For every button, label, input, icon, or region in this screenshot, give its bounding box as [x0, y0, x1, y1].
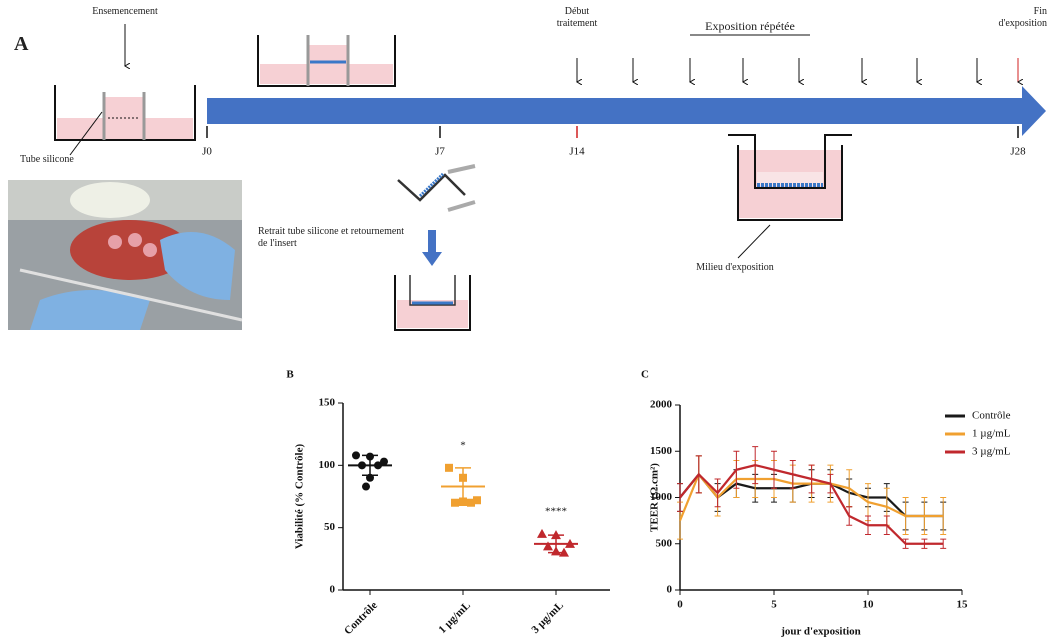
y-tick-label: 50 — [324, 521, 336, 533]
panel-label: C — [641, 369, 649, 381]
x-tick-label: 0 — [677, 599, 683, 611]
tube-label: Tube silicone — [20, 154, 74, 165]
x-tick-label: Contrôle — [342, 599, 380, 637]
point — [467, 498, 475, 507]
exposure-title: Exposition répétée — [705, 19, 795, 33]
point — [380, 457, 388, 466]
photo — [8, 180, 243, 330]
y-tick-label: 0 — [330, 584, 336, 596]
x-tick-label: 15 — [957, 599, 969, 611]
legend-label: 3 µg/mL — [972, 446, 1011, 458]
pointer — [737, 224, 771, 259]
y-tick-label: 1000 — [650, 491, 673, 503]
y-axis-label: Viabilité (% Contrôle) — [294, 444, 306, 550]
seeding-label: Ensemencement — [92, 6, 158, 17]
panel-label: B — [286, 369, 294, 381]
x-tick-label: 1 µg/mL — [436, 599, 473, 636]
day-label: J14 — [569, 146, 585, 158]
x-tick-label: 5 — [771, 599, 777, 611]
y-tick-label: 100 — [319, 459, 336, 471]
point — [473, 496, 481, 505]
insert-label: Retrait tube silicone et retournement de… — [258, 226, 405, 249]
series-line — [679, 463, 944, 545]
x-tick-label: 3 µg/mL — [529, 599, 566, 636]
significance: **** — [545, 505, 567, 517]
well-seeding — [54, 85, 196, 141]
point — [537, 528, 547, 538]
significance: * — [460, 439, 466, 451]
well-exposure — [728, 134, 852, 221]
sd-bar — [362, 454, 378, 477]
legend-label: 1 µg/mL — [972, 428, 1011, 440]
legend-label: Contrôle — [972, 410, 1011, 422]
y-tick-label: 500 — [656, 537, 673, 549]
y-tick-label: 2000 — [650, 399, 673, 411]
sd-bar — [455, 467, 471, 506]
day-label: J7 — [435, 146, 445, 158]
medium-label: Milieu d'exposition — [696, 262, 774, 273]
x-axis-label: jour d'exposition — [780, 626, 861, 638]
timeline-arrow — [207, 86, 1046, 136]
point — [543, 541, 553, 551]
point — [451, 498, 459, 507]
y-axis-label: TEER (Ω.cm²) — [649, 463, 661, 532]
sd-bar — [548, 534, 564, 554]
y-tick-label: 150 — [319, 397, 336, 409]
well-culture — [257, 35, 396, 87]
end-label: Fin d'exposition — [998, 6, 1047, 29]
treatment-label: Début traitement — [556, 6, 598, 29]
day-label: J0 — [202, 146, 212, 158]
point — [362, 482, 370, 491]
point — [445, 463, 453, 472]
panel-label: A — [14, 33, 29, 55]
x-tick-label: 10 — [863, 599, 875, 611]
day-label: J28 — [1010, 146, 1026, 158]
insert-flip — [394, 164, 476, 331]
y-tick-label: 0 — [667, 584, 673, 596]
point — [352, 451, 360, 460]
pointer — [69, 111, 103, 156]
y-tick-label: 1500 — [650, 445, 673, 457]
